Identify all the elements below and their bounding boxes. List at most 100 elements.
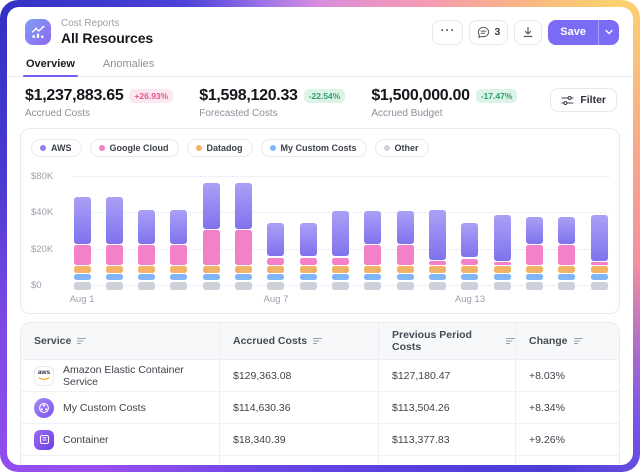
bar-segment-datadog[interactable] xyxy=(526,266,544,273)
bar-segment-aws[interactable] xyxy=(202,182,220,229)
bar-segment-google-cloud[interactable] xyxy=(138,245,156,265)
bar-segment-google-cloud[interactable] xyxy=(590,262,608,265)
bar-segment-other[interactable] xyxy=(396,281,414,291)
table-row[interactable]: Container $18,340.39 $113,377.83 +9.26% xyxy=(21,423,619,456)
sort-icon[interactable] xyxy=(77,337,87,345)
bar-segment-other[interactable] xyxy=(526,281,544,291)
sort-icon[interactable] xyxy=(573,337,583,345)
bar-segment-my-custom-costs[interactable] xyxy=(202,274,220,281)
bar-segment-google-cloud[interactable] xyxy=(332,257,350,265)
bar-segment-google-cloud[interactable] xyxy=(558,245,576,265)
bar-segment-other[interactable] xyxy=(461,281,479,291)
bar-segment-aws[interactable] xyxy=(332,210,350,257)
tab-anomalies[interactable]: Anomalies xyxy=(102,58,155,71)
bar-segment-datadog[interactable] xyxy=(396,266,414,273)
bar-segment-my-custom-costs[interactable] xyxy=(493,274,511,281)
bar-segment-my-custom-costs[interactable] xyxy=(235,274,253,281)
comments-button[interactable]: 3 xyxy=(469,19,509,45)
bar-segment-my-custom-costs[interactable] xyxy=(526,274,544,281)
bar-segment-google-cloud[interactable] xyxy=(105,245,123,265)
bar-segment-datadog[interactable] xyxy=(299,266,317,273)
column-header-previous-period-costs[interactable]: Previous Period Costs xyxy=(378,323,515,360)
bar-segment-my-custom-costs[interactable] xyxy=(299,274,317,281)
legend-pill-my-custom-costs[interactable]: My Custom Costs xyxy=(260,139,367,158)
bar-segment-other[interactable] xyxy=(267,281,285,291)
legend-pill-datadog[interactable]: Datadog xyxy=(186,139,253,158)
bar-segment-other[interactable] xyxy=(299,281,317,291)
bar-segment-aws[interactable] xyxy=(170,210,188,244)
table-row[interactable]: Cloud Data Fusion $17,349.37 $17,349.37 … xyxy=(21,455,619,465)
bar-segment-my-custom-costs[interactable] xyxy=(170,274,188,281)
bar-segment-my-custom-costs[interactable] xyxy=(267,274,285,281)
bar-segment-aws[interactable] xyxy=(105,196,123,244)
bar-segment-other[interactable] xyxy=(235,281,253,291)
bar-segment-datadog[interactable] xyxy=(202,266,220,273)
bar-segment-other[interactable] xyxy=(105,281,123,291)
bar-segment-other[interactable] xyxy=(332,281,350,291)
bar-segment-my-custom-costs[interactable] xyxy=(138,274,156,281)
bar-segment-aws[interactable] xyxy=(526,216,544,244)
bar-segment-other[interactable] xyxy=(364,281,382,291)
bar-segment-aws[interactable] xyxy=(493,214,511,261)
column-header-accrued-costs[interactable]: Accrued Costs xyxy=(219,323,378,360)
sort-icon[interactable] xyxy=(506,337,515,345)
bar-segment-google-cloud[interactable] xyxy=(526,245,544,265)
table-row[interactable]: aws Amazon Elastic Container Service $12… xyxy=(21,360,619,392)
bar-segment-datadog[interactable] xyxy=(170,266,188,273)
bar-segment-my-custom-costs[interactable] xyxy=(73,274,91,281)
bar-segment-aws[interactable] xyxy=(429,210,447,260)
bar-segment-datadog[interactable] xyxy=(364,266,382,273)
bar-segment-datadog[interactable] xyxy=(590,266,608,273)
bar-segment-other[interactable] xyxy=(170,281,188,291)
bar-segment-other[interactable] xyxy=(73,281,91,291)
bar-segment-datadog[interactable] xyxy=(138,266,156,273)
legend-pill-aws[interactable]: AWS xyxy=(31,139,82,158)
more-button[interactable]: ··· xyxy=(432,19,464,45)
download-button[interactable] xyxy=(514,19,543,45)
bar-segment-other[interactable] xyxy=(202,281,220,291)
legend-pill-google-cloud[interactable]: Google Cloud xyxy=(89,139,179,158)
bar-segment-other[interactable] xyxy=(138,281,156,291)
bar-segment-my-custom-costs[interactable] xyxy=(332,274,350,281)
bar-segment-datadog[interactable] xyxy=(493,266,511,273)
bar-segment-datadog[interactable] xyxy=(267,266,285,273)
bar-segment-my-custom-costs[interactable] xyxy=(364,274,382,281)
bar-segment-google-cloud[interactable] xyxy=(267,257,285,265)
bar-segment-aws[interactable] xyxy=(461,223,479,258)
bar-segment-google-cloud[interactable] xyxy=(429,261,447,265)
bar-segment-datadog[interactable] xyxy=(235,266,253,273)
bar-segment-datadog[interactable] xyxy=(429,266,447,273)
bar-segment-aws[interactable] xyxy=(138,210,156,244)
bar-segment-google-cloud[interactable] xyxy=(396,245,414,265)
bar-segment-aws[interactable] xyxy=(590,214,608,261)
column-header-service[interactable]: Service xyxy=(21,323,219,359)
bar-segment-aws[interactable] xyxy=(299,223,317,257)
bar-segment-google-cloud[interactable] xyxy=(170,245,188,265)
sort-icon[interactable] xyxy=(313,337,323,345)
bar-segment-my-custom-costs[interactable] xyxy=(558,274,576,281)
bar-segment-datadog[interactable] xyxy=(73,266,91,273)
bar-segment-other[interactable] xyxy=(558,281,576,291)
bar-segment-datadog[interactable] xyxy=(332,266,350,273)
bar-segment-google-cloud[interactable] xyxy=(364,245,382,265)
tab-overview[interactable]: Overview xyxy=(23,54,78,78)
bar-segment-datadog[interactable] xyxy=(461,266,479,273)
bar-segment-my-custom-costs[interactable] xyxy=(461,274,479,281)
legend-pill-other[interactable]: Other xyxy=(374,139,429,158)
bar-segment-google-cloud[interactable] xyxy=(202,230,220,265)
bar-segment-datadog[interactable] xyxy=(105,266,123,273)
bar-segment-other[interactable] xyxy=(429,281,447,291)
bar-segment-aws[interactable] xyxy=(235,182,253,229)
bar-segment-aws[interactable] xyxy=(558,216,576,244)
bar-segment-my-custom-costs[interactable] xyxy=(429,274,447,281)
save-button[interactable]: Save xyxy=(560,26,586,39)
column-header-change[interactable]: Change xyxy=(515,323,619,360)
bar-segment-google-cloud[interactable] xyxy=(299,257,317,265)
bar-segment-google-cloud[interactable] xyxy=(73,245,91,265)
bar-segment-google-cloud[interactable] xyxy=(235,230,253,265)
bar-segment-other[interactable] xyxy=(590,281,608,291)
bar-segment-my-custom-costs[interactable] xyxy=(105,274,123,281)
bar-segment-google-cloud[interactable] xyxy=(493,262,511,265)
table-row[interactable]: My Custom Costs $114,630.36 $113,504.26 … xyxy=(21,391,619,424)
bar-segment-aws[interactable] xyxy=(73,196,91,244)
